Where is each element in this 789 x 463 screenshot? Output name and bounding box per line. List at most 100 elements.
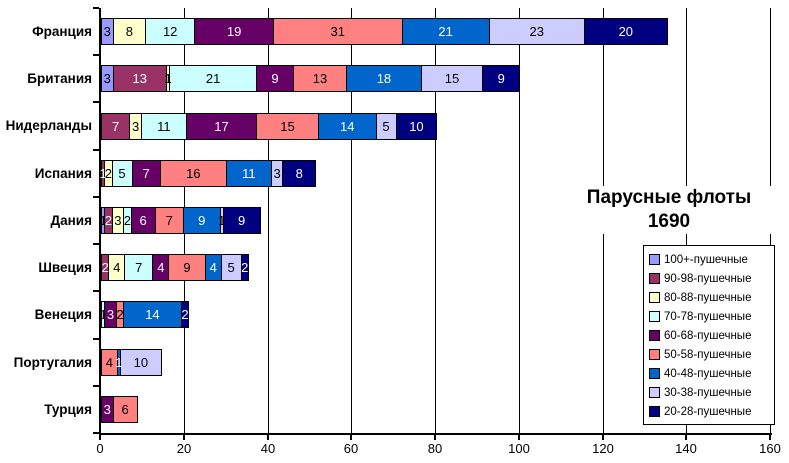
bar-segment: 8: [282, 160, 316, 187]
legend-label: 60-68-пушечные: [664, 329, 752, 342]
category-label: Испания: [34, 166, 92, 181]
segment-label: 9: [183, 260, 191, 275]
chart-title-line2: 1690: [647, 211, 691, 232]
bar-segment: 13: [112, 65, 167, 92]
segment-label: 13: [312, 71, 328, 86]
x-tick-label: 40: [260, 441, 276, 456]
category-label: Швеция: [38, 260, 92, 275]
gridline: [519, 8, 520, 433]
legend-label: 30-38-пушечные: [664, 386, 752, 399]
segment-label: 7: [135, 260, 143, 275]
segment-label: 21: [205, 71, 221, 86]
segment-label: 13: [132, 71, 148, 86]
bar-segment: 15: [256, 113, 319, 140]
x-axis-tick: [434, 435, 436, 440]
segment-label: 2: [123, 213, 131, 228]
gridline: [351, 8, 352, 433]
segment-label: 4: [157, 260, 165, 275]
bar-segment: 2: [180, 301, 190, 328]
bar-segment: 21: [401, 18, 490, 45]
bar-segment: 2: [240, 254, 249, 281]
segment-label: 2: [241, 260, 249, 275]
x-axis-tick: [769, 435, 771, 440]
legend-label: 100+-пушечные: [664, 253, 748, 266]
bar-segment: 10: [119, 349, 162, 376]
x-tick-label: 120: [592, 441, 614, 456]
bar-segment: 7: [124, 254, 154, 281]
bar-segment: 12: [145, 18, 196, 45]
segment-label: 4: [105, 355, 113, 370]
x-axis-tick: [602, 435, 604, 440]
segment-label: 9: [238, 213, 246, 228]
bar-segment: 11: [225, 160, 272, 187]
y-axis-tick: [93, 149, 99, 151]
category-label: Нидерланды: [5, 118, 92, 133]
segment-label: 3: [273, 166, 281, 181]
legend-swatch-icon: [649, 387, 660, 398]
legend-swatch-icon: [649, 330, 660, 341]
segment-label: 1: [115, 355, 123, 370]
segment-label: 8: [125, 24, 133, 39]
segment-label: 21: [438, 24, 453, 39]
segment-label: 9: [271, 71, 279, 86]
segment-label: 4: [113, 260, 121, 275]
segment-label: 10: [133, 355, 149, 370]
bar-segment: 9: [222, 207, 261, 234]
segment-label: 3: [106, 307, 115, 322]
bar-segment: 31: [272, 18, 403, 45]
y-axis-tick: [93, 101, 99, 103]
bar-segment: 5: [111, 160, 133, 187]
segment-label: 18: [376, 71, 392, 86]
legend-swatch-icon: [649, 311, 660, 322]
legend-swatch-icon: [649, 368, 660, 379]
legend-item: 40-48-пушечные: [649, 364, 773, 383]
bar-segment: 16: [159, 160, 227, 187]
chart-title: Парусные флоты 1690: [558, 186, 780, 234]
bar-segment: 1: [218, 207, 225, 234]
bar-segment: 1: [99, 160, 107, 187]
bar-segment: 20: [583, 18, 668, 45]
segment-label: 3: [103, 71, 111, 86]
segment-label: 20: [618, 24, 634, 39]
bar-row: 1 3 2 14 2: [99, 301, 190, 328]
category-label: Британия: [27, 71, 92, 86]
segment-label: 11: [157, 119, 171, 134]
segment-label: 14: [340, 119, 355, 134]
segment-label: 2: [104, 213, 112, 228]
bar-segment: 4: [204, 254, 222, 281]
legend-item: 80-88-пушечные: [649, 288, 773, 307]
bar-segment: 9: [168, 254, 206, 281]
category-label: Турция: [44, 402, 92, 417]
x-axis-tick: [183, 435, 185, 440]
bar-segment: 19: [194, 18, 274, 45]
bar-row: 3 13 1 21 9 13 18 15 9: [101, 65, 521, 92]
y-axis-tick: [93, 7, 99, 9]
bar-row: 4 1 10: [101, 349, 162, 376]
legend-label: 40-48-пушечные: [664, 367, 752, 380]
bar-segment: 4: [152, 254, 170, 281]
bar-segment: 1: [164, 65, 172, 92]
bar-segment: 4: [108, 254, 126, 281]
segment-label: 3: [103, 24, 111, 39]
segment-label: 1: [99, 307, 107, 322]
bar-segment: 6: [130, 207, 156, 234]
legend-label: 90-98-пушечные: [664, 272, 752, 285]
chart-title-line1: Парусные флоты: [586, 187, 752, 208]
bar-segment: 9: [256, 65, 294, 92]
category-label: Франция: [32, 24, 92, 39]
segment-label: 6: [139, 213, 147, 228]
y-axis-tick: [93, 432, 99, 434]
bar-segment: 13: [292, 65, 348, 92]
legend-swatch-icon: [649, 292, 660, 303]
legend-item: 20-28-пушечные: [649, 402, 773, 421]
bar-row: 7 3 11 17 15 14 5 10: [101, 113, 438, 140]
legend-item: 70-78-пушечные: [649, 307, 773, 326]
legend: 100+-пушечные 90-98-пушечные 80-88-пушечны…: [643, 245, 775, 425]
bar-segment: 9: [182, 207, 221, 234]
y-axis-tick: [93, 290, 99, 292]
legend-swatch-icon: [649, 254, 660, 265]
x-axis-tick: [350, 435, 352, 440]
